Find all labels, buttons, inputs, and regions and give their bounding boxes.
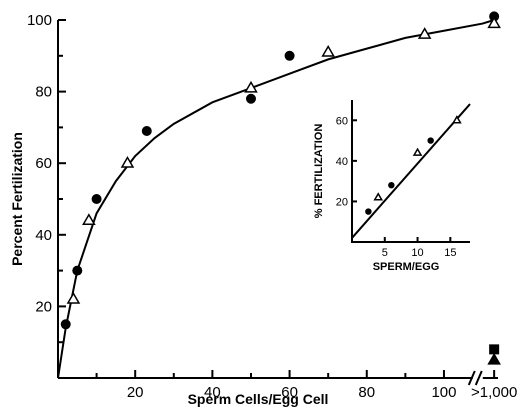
x-tick-label: 20 [127,384,144,401]
inset-x-axis-label: SPERM/EGG [373,261,440,273]
inset-x-tick-label: 5 [382,247,388,259]
filled-triangle-point [487,352,501,365]
y-tick-label: 20 [35,298,52,315]
y-tick-label: 60 [35,155,52,172]
filled-circle-point [91,194,102,204]
open-triangle-point [417,27,432,39]
x-axis-label: Sperm Cells/Egg Cell [188,391,329,407]
open-triangle-point [244,80,258,93]
filled-circle-point [284,50,295,61]
inset-x-tick-label: 10 [411,247,423,259]
fit-curve [57,19,495,379]
x-tick-label: 100 [431,384,456,401]
inset-y-tick-label: 40 [336,156,348,168]
inset-open-triangle-point [452,115,462,124]
inset-x-tick-label: 15 [444,247,456,259]
filled-circle-point [141,125,152,136]
inset-filled-circle-point [365,208,372,215]
inset-axes [351,100,470,243]
inset-y-tick-label: 20 [336,196,348,208]
x-tick-label: 80 [358,384,375,401]
open-triangle-point [321,45,335,57]
filled-square-point [489,344,500,355]
inset-y-tick-label: 60 [336,115,348,127]
main-chart: 20 40 60 80 100 20 40 60 80 100 >1,000 Sperm Cells/… [9,11,517,407]
inset-open-triangle-point [373,192,384,201]
filled-circle-point [245,93,256,104]
open-triangle-point [120,156,135,168]
x-tick-label: 60 [281,384,298,401]
open-triangle-point [66,292,81,304]
x-tick-label: >1,000 [471,384,517,401]
inset-filled-circle-point [388,182,395,189]
inset-open-triangle-point [412,147,423,156]
inset-filled-circle-point [427,137,434,144]
open-triangle-point [487,16,501,29]
inset-fit-line [351,103,471,239]
inset-chart: 20 40 60 5 10 15 SPERM/EGG % FERTILIZATION [313,100,471,273]
y-axis-label: Percent Fertilization [9,132,25,266]
filled-circle-point [72,265,83,276]
y-tick-label: 80 [35,84,52,101]
y-tick-label: 40 [35,227,52,244]
filled-circle-point [60,319,71,330]
x-axis-break-mark [467,370,476,386]
x-axis-break-mark [474,370,483,386]
y-tick-label: 100 [27,12,52,29]
x-tick-label: 40 [204,384,221,401]
open-triangle-point [82,213,96,226]
inset-y-axis-label: % FERTILIZATION [313,124,325,219]
